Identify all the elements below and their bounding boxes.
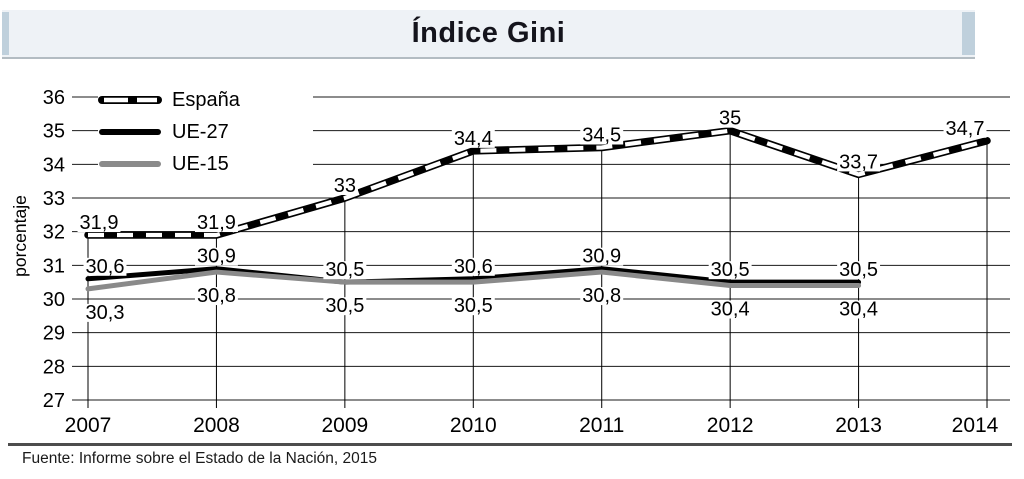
- svg-text:30,4: 30,4: [839, 299, 878, 321]
- legend-swatch-ue15-icon: [99, 161, 161, 167]
- svg-text:2010: 2010: [450, 414, 497, 437]
- legend-item-espana: España: [98, 84, 313, 116]
- svg-text:30,5: 30,5: [325, 259, 364, 281]
- svg-text:35: 35: [719, 108, 741, 130]
- svg-text:31,9: 31,9: [197, 212, 236, 234]
- legend-swatch-espana-icon: [98, 96, 162, 104]
- legend-label-ue15: UE-15: [172, 152, 229, 175]
- svg-text:2009: 2009: [322, 414, 369, 437]
- svg-text:30,8: 30,8: [582, 285, 621, 307]
- series-ue-15: [85, 269, 862, 292]
- svg-text:27: 27: [43, 390, 65, 412]
- legend-label-ue27: UE-27: [172, 120, 229, 143]
- svg-text:30,9: 30,9: [582, 246, 621, 268]
- svg-text:30,9: 30,9: [197, 246, 236, 268]
- svg-text:32: 32: [43, 222, 65, 244]
- svg-text:30,4: 30,4: [711, 299, 750, 321]
- svg-text:36: 36: [43, 87, 65, 109]
- svg-text:2008: 2008: [193, 414, 240, 437]
- legend-label-espana: España: [172, 88, 240, 111]
- svg-text:35: 35: [43, 121, 65, 143]
- svg-text:34,4: 34,4: [454, 128, 493, 150]
- svg-text:33: 33: [334, 175, 356, 197]
- svg-text:34: 34: [43, 154, 65, 176]
- svg-text:2007: 2007: [65, 414, 112, 437]
- svg-text:30: 30: [43, 289, 65, 311]
- source-note: Fuente: Informe sobre el Estado de la Na…: [22, 450, 377, 467]
- legend-swatch-ue27-icon: [99, 129, 161, 135]
- svg-text:30,5: 30,5: [325, 295, 364, 317]
- svg-text:30,5: 30,5: [454, 295, 493, 317]
- svg-text:31: 31: [43, 255, 65, 277]
- data-labels-ue-15: 30,3 30,8 30,5 30,5 30,8 30,4 30,4: [83, 285, 881, 324]
- y-axis-labels: 36 35 34 33 32 31 30 29 28 27: [43, 87, 65, 412]
- svg-text:30,3: 30,3: [86, 302, 125, 324]
- svg-text:2011: 2011: [579, 414, 624, 437]
- legend-item-ue27: UE-27: [98, 116, 313, 148]
- legend-item-ue15: UE-15: [98, 148, 313, 180]
- svg-text:30,8: 30,8: [197, 285, 236, 307]
- title-band-right-cap: [962, 12, 975, 55]
- series-ue-27: [85, 266, 862, 285]
- title-band-left-cap: [2, 12, 9, 55]
- footer-divider: [8, 443, 1012, 446]
- chart-title: Índice Gini: [411, 17, 566, 49]
- legend: España UE-27 UE-15: [98, 84, 313, 180]
- data-labels-espa-a: 31,9 31,9 33 34,4 34,5 35 33,7 34,7: [77, 108, 987, 234]
- svg-text:2013: 2013: [835, 414, 882, 437]
- svg-text:30,5: 30,5: [839, 259, 878, 281]
- svg-text:33,7: 33,7: [839, 151, 878, 173]
- x-axis-labels: 2007 2008 2009 2010 2011 2012 2013 2014: [65, 414, 999, 437]
- title-band: Índice Gini: [2, 10, 975, 59]
- svg-text:28: 28: [43, 356, 65, 378]
- svg-text:33: 33: [43, 188, 65, 210]
- svg-text:29: 29: [43, 323, 65, 345]
- svg-text:34,7: 34,7: [946, 118, 985, 140]
- svg-text:31,9: 31,9: [80, 212, 119, 234]
- y-axis-title: porcentaje: [10, 195, 30, 277]
- data-labels-ue-27: 30,6 30,9 30,5 30,6 30,9 30,5 30,5: [83, 246, 881, 281]
- svg-text:30,6: 30,6: [86, 256, 125, 278]
- svg-text:2014: 2014: [952, 414, 999, 437]
- svg-text:2012: 2012: [707, 414, 754, 437]
- svg-text:34,5: 34,5: [582, 124, 621, 146]
- svg-text:30,5: 30,5: [711, 259, 750, 281]
- svg-text:30,6: 30,6: [454, 256, 493, 278]
